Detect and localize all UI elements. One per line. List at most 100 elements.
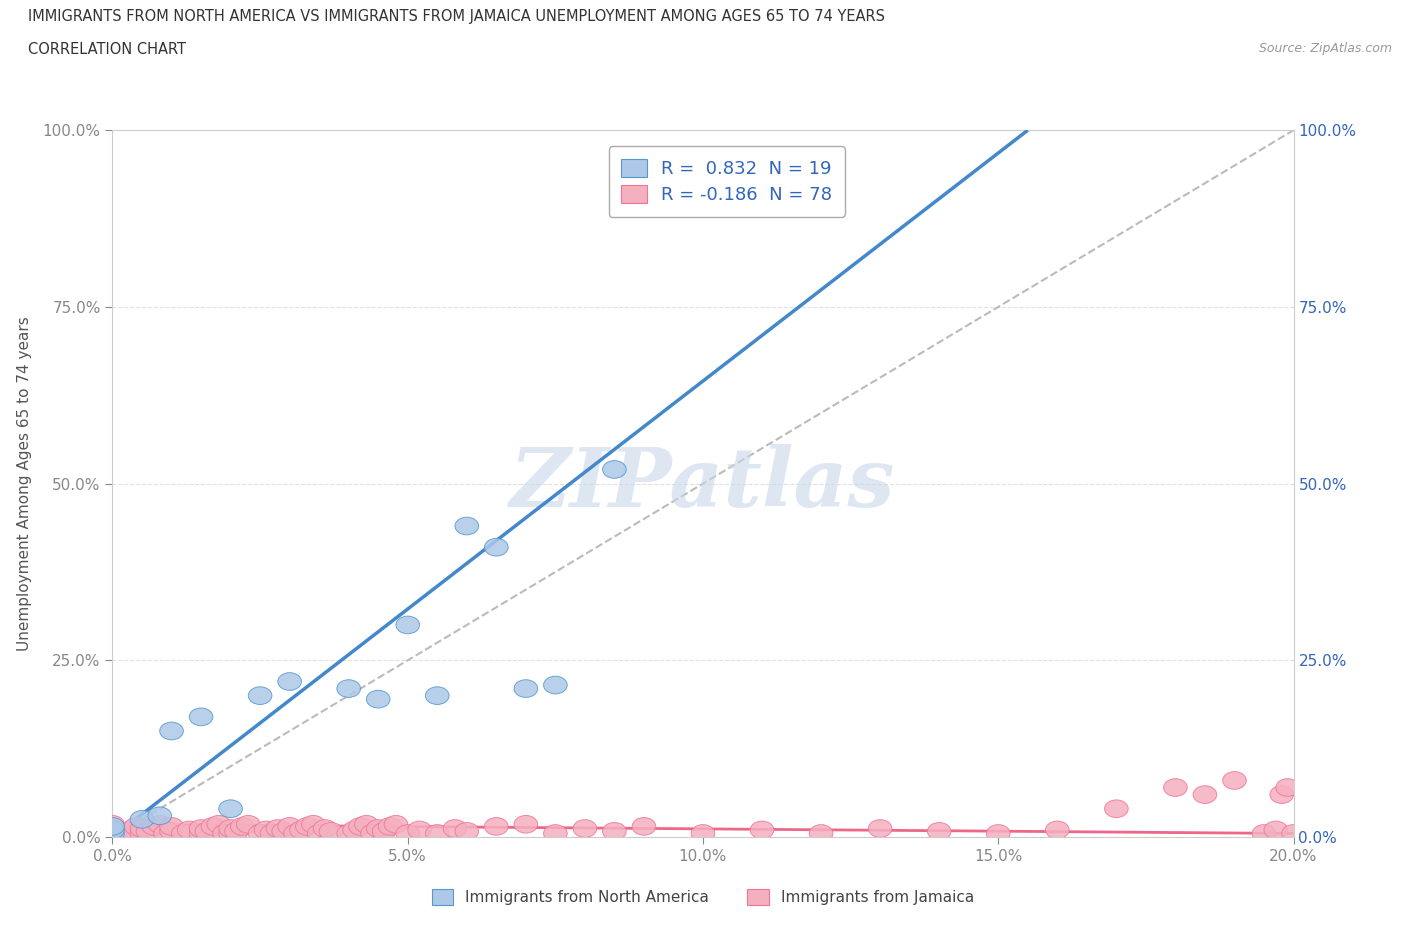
Ellipse shape	[131, 819, 153, 837]
Ellipse shape	[384, 816, 408, 833]
Text: CORRELATION CHART: CORRELATION CHART	[28, 42, 186, 57]
Ellipse shape	[284, 825, 308, 843]
Ellipse shape	[278, 817, 301, 835]
Ellipse shape	[142, 817, 166, 835]
Ellipse shape	[278, 672, 301, 690]
Ellipse shape	[337, 680, 360, 698]
Ellipse shape	[266, 819, 290, 837]
Ellipse shape	[112, 825, 136, 843]
Ellipse shape	[249, 686, 271, 705]
Ellipse shape	[249, 825, 271, 843]
Y-axis label: Unemployment Among Ages 65 to 74 years: Unemployment Among Ages 65 to 74 years	[17, 316, 31, 651]
Ellipse shape	[160, 822, 183, 840]
Ellipse shape	[177, 821, 201, 839]
Ellipse shape	[396, 825, 419, 843]
Ellipse shape	[869, 819, 891, 837]
Ellipse shape	[1275, 778, 1299, 796]
Text: ZIPatlas: ZIPatlas	[510, 444, 896, 524]
Ellipse shape	[101, 825, 124, 843]
Ellipse shape	[354, 816, 378, 833]
Ellipse shape	[201, 817, 225, 835]
Ellipse shape	[101, 819, 124, 837]
Ellipse shape	[148, 816, 172, 833]
Ellipse shape	[337, 825, 360, 843]
Ellipse shape	[260, 825, 284, 843]
Ellipse shape	[1105, 800, 1128, 817]
Ellipse shape	[148, 807, 172, 825]
Ellipse shape	[396, 617, 419, 634]
Ellipse shape	[190, 708, 212, 725]
Ellipse shape	[515, 816, 537, 833]
Ellipse shape	[367, 690, 389, 708]
Ellipse shape	[1253, 825, 1275, 843]
Ellipse shape	[101, 817, 124, 835]
Ellipse shape	[254, 821, 278, 839]
Legend: Immigrants from North America, Immigrants from Jamaica: Immigrants from North America, Immigrant…	[423, 880, 983, 914]
Ellipse shape	[314, 819, 337, 837]
Ellipse shape	[153, 825, 177, 843]
Ellipse shape	[101, 821, 124, 839]
Ellipse shape	[1164, 778, 1187, 796]
Text: IMMIGRANTS FROM NORTH AMERICA VS IMMIGRANTS FROM JAMAICA UNEMPLOYMENT AMONG AGES: IMMIGRANTS FROM NORTH AMERICA VS IMMIGRA…	[28, 9, 886, 24]
Ellipse shape	[1046, 821, 1069, 839]
Ellipse shape	[219, 825, 242, 843]
Ellipse shape	[367, 819, 389, 837]
Ellipse shape	[295, 817, 319, 835]
Ellipse shape	[131, 825, 153, 843]
Ellipse shape	[515, 680, 537, 698]
Ellipse shape	[810, 825, 832, 843]
Ellipse shape	[101, 825, 124, 843]
Ellipse shape	[603, 460, 626, 478]
Ellipse shape	[574, 819, 596, 837]
Ellipse shape	[231, 817, 254, 835]
Ellipse shape	[118, 821, 142, 839]
Ellipse shape	[236, 816, 260, 833]
Ellipse shape	[633, 817, 655, 835]
Ellipse shape	[426, 825, 449, 843]
Ellipse shape	[160, 723, 183, 740]
Ellipse shape	[1223, 772, 1246, 790]
Ellipse shape	[360, 825, 384, 843]
Ellipse shape	[456, 517, 478, 535]
Ellipse shape	[131, 811, 153, 829]
Ellipse shape	[692, 825, 714, 843]
Ellipse shape	[343, 821, 367, 839]
Ellipse shape	[212, 825, 236, 843]
Ellipse shape	[1282, 825, 1305, 843]
Ellipse shape	[1270, 786, 1294, 804]
Ellipse shape	[928, 822, 950, 840]
Ellipse shape	[544, 825, 567, 843]
Ellipse shape	[378, 817, 402, 835]
Ellipse shape	[101, 822, 124, 840]
Ellipse shape	[190, 819, 212, 837]
Ellipse shape	[456, 822, 478, 840]
Ellipse shape	[101, 816, 124, 833]
Ellipse shape	[443, 819, 467, 837]
Ellipse shape	[124, 817, 148, 835]
Ellipse shape	[190, 825, 212, 843]
Ellipse shape	[172, 825, 195, 843]
Ellipse shape	[987, 825, 1010, 843]
Ellipse shape	[290, 821, 314, 839]
Ellipse shape	[373, 822, 396, 840]
Ellipse shape	[136, 822, 160, 840]
Ellipse shape	[195, 822, 219, 840]
Ellipse shape	[1194, 786, 1216, 804]
Ellipse shape	[271, 822, 295, 840]
Ellipse shape	[349, 817, 373, 835]
Ellipse shape	[485, 817, 508, 835]
Ellipse shape	[207, 816, 231, 833]
Ellipse shape	[1264, 821, 1288, 839]
Ellipse shape	[544, 676, 567, 694]
Ellipse shape	[219, 819, 242, 837]
Ellipse shape	[160, 817, 183, 835]
Ellipse shape	[751, 821, 773, 839]
Ellipse shape	[219, 800, 242, 817]
Ellipse shape	[426, 686, 449, 705]
Ellipse shape	[301, 816, 325, 833]
Ellipse shape	[225, 822, 249, 840]
Ellipse shape	[603, 822, 626, 840]
Ellipse shape	[308, 825, 330, 843]
Ellipse shape	[408, 821, 432, 839]
Ellipse shape	[485, 538, 508, 556]
